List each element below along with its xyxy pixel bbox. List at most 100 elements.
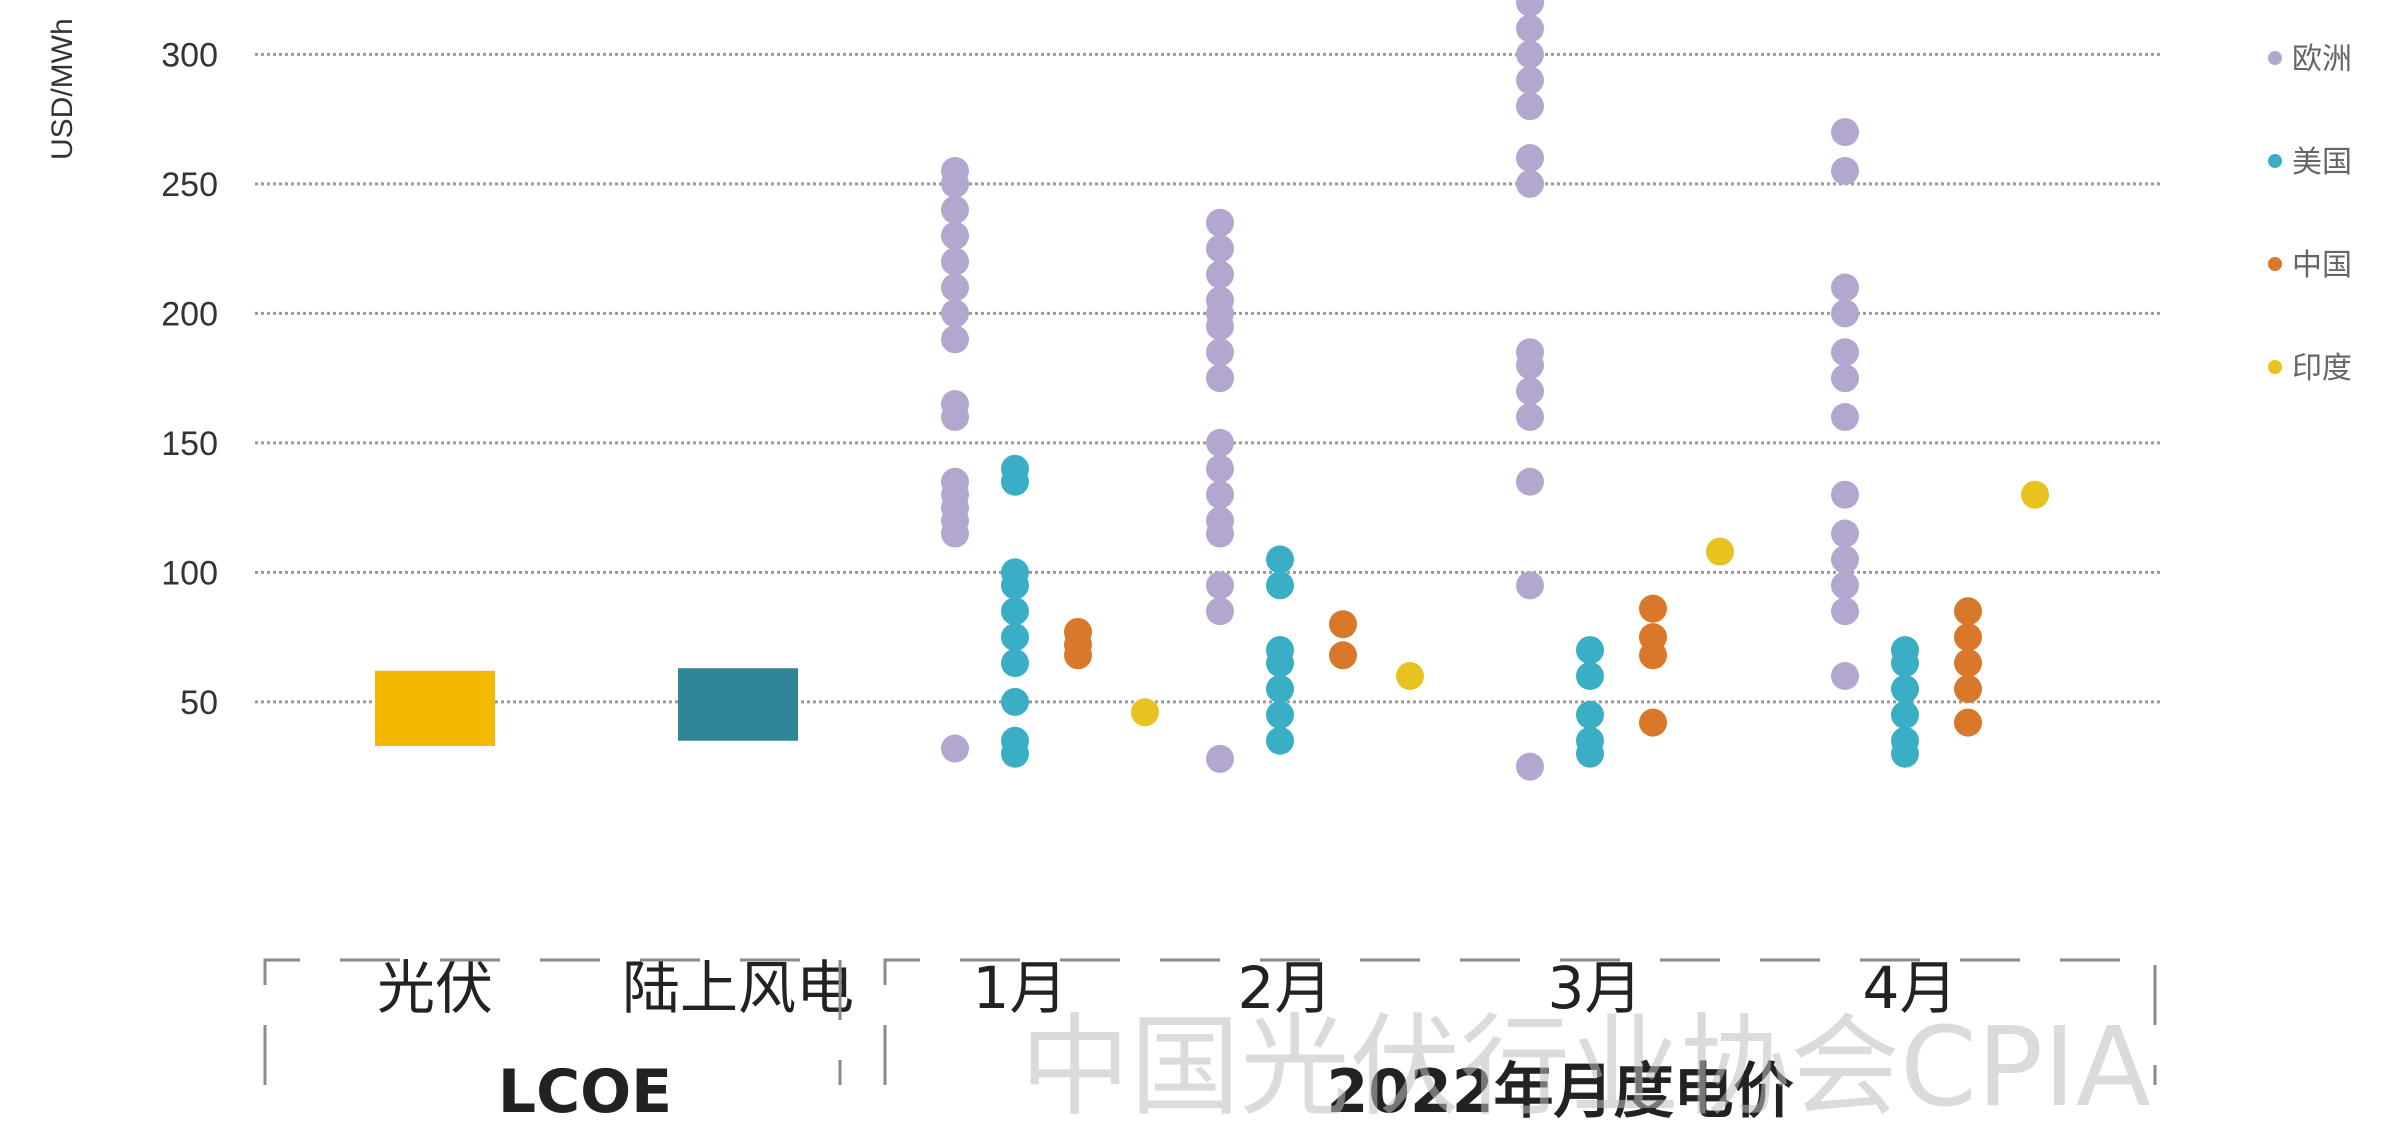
point-2-2月-6 [1266,571,1294,600]
point-4-2月-1 [1396,662,1424,690]
point-3-2月-2 [1329,610,1357,639]
lcoe-bar-2 [678,668,798,741]
point-2-3月-5 [1576,636,1604,665]
x-category-2: 陆上风电 [622,954,854,1022]
point-1-3月-12 [1516,40,1544,69]
point-1-2月-9 [1206,364,1234,393]
point-2-1月-4 [1001,649,1029,678]
y-tick-labels: 50 100 150 200 250 300 [161,36,218,722]
group-label-2: 2022年月度电价 [1327,1057,1794,1126]
point-1-3月-1 [1516,752,1544,781]
point-3-1月-3 [1064,617,1092,646]
point-3-3月-4 [1639,594,1667,623]
legend-marker-2 [2268,154,2282,168]
point-1-4月-3 [1831,571,1859,600]
point-3-4月-4 [1954,623,1982,652]
point-1-3月-2 [1516,571,1544,600]
legend-label-4: 印度 [2292,351,2352,386]
point-2-1月-5 [1001,623,1029,652]
group-brackets [263,958,2157,1085]
point-1-4月-10 [1831,299,1859,328]
point-1-4月-1 [1831,662,1859,690]
point-4-4月-1 [2021,480,2049,509]
lcoe-bars [375,668,798,746]
point-1-2月-15 [1206,234,1234,263]
point-4-1月-1 [1131,698,1159,727]
point-1-4月-2 [1831,597,1859,626]
y-tick-50: 50 [180,684,218,722]
point-2-2月-7 [1266,545,1294,574]
point-1-4月-4 [1831,545,1859,574]
point-1-4月-11 [1831,273,1859,302]
x-category-4: 2月 [1238,954,1333,1022]
point-2-3月-2 [1576,726,1604,755]
point-1-3月-8 [1516,169,1544,198]
point-3-4月-3 [1954,649,1982,678]
point-2-2月-3 [1266,674,1294,703]
point-1-3月-5 [1516,377,1544,406]
point-1-1月-10 [941,299,969,328]
y-axis-label: USD/MWh [46,18,79,160]
point-2-4月-3 [1891,700,1919,729]
point-1-2月-1 [1206,744,1234,773]
legend-marker-4 [2268,360,2282,374]
point-1-1月-8 [941,390,969,419]
point-1-1月-6 [941,467,969,496]
legend-label-2: 美国 [2292,145,2352,180]
legend-marker-3 [2268,257,2282,271]
point-1-3月-14 [1516,0,1544,17]
point-1-2月-7 [1206,454,1234,483]
point-1-2月-16 [1206,208,1234,237]
point-1-1月-12 [941,247,969,276]
point-2-3月-4 [1576,662,1604,690]
x-category-labels: 光伏 陆上风电 1月 2月 3月 4月 [377,954,1957,1022]
point-2-1月-3 [1001,687,1029,716]
point-1-2月-8 [1206,428,1234,457]
point-2-2月-2 [1266,700,1294,729]
point-1-1月-11 [941,273,969,302]
point-1-4月-8 [1831,364,1859,393]
point-1-4月-13 [1831,118,1859,147]
point-1-2月-2 [1206,597,1234,626]
x-category-3: 1月 [973,954,1068,1022]
point-4-3月-1 [1706,537,1734,566]
point-1-2月-13 [1206,286,1234,315]
point-1-3月-11 [1516,66,1544,95]
point-2-1月-8 [1001,558,1029,587]
point-1-3月-3 [1516,467,1544,496]
point-1-2月-5 [1206,506,1234,535]
point-2-2月-5 [1266,636,1294,665]
group-label-1: LCOE [498,1057,672,1126]
point-1-4月-7 [1831,403,1859,431]
point-2-3月-3 [1576,700,1604,729]
point-3-3月-1 [1639,708,1667,737]
y-tick-250: 250 [161,166,218,204]
point-2-4月-4 [1891,674,1919,703]
y-tick-300: 300 [161,36,218,74]
point-1-2月-6 [1206,480,1234,509]
point-1-3月-9 [1516,144,1544,172]
point-1-2月-14 [1206,260,1234,289]
point-3-4月-1 [1954,708,1982,737]
point-1-1月-1 [941,734,969,763]
point-1-4月-5 [1831,519,1859,548]
point-1-4月-12 [1831,156,1859,185]
lcoe-bar-1 [375,670,495,746]
watermark-text: 中国光伏行业协会CPIA [1020,1003,2151,1126]
point-1-1月-9 [941,325,969,354]
point-1-3月-7 [1516,338,1544,367]
point-2-4月-2 [1891,726,1919,755]
point-1-4月-9 [1831,338,1859,367]
group-bracket-2 [883,958,2157,1085]
x-category-5: 3月 [1548,954,1643,1022]
point-1-2月-3 [1206,571,1234,600]
group-labels: LCOE 2022年月度电价 [498,1057,1794,1126]
point-1-3月-10 [1516,92,1544,121]
point-1-3月-13 [1516,14,1544,43]
point-1-1月-16 [941,156,969,185]
point-2-4月-6 [1891,636,1919,665]
legend-marker-1 [2268,51,2282,65]
point-1-4月-6 [1831,480,1859,509]
